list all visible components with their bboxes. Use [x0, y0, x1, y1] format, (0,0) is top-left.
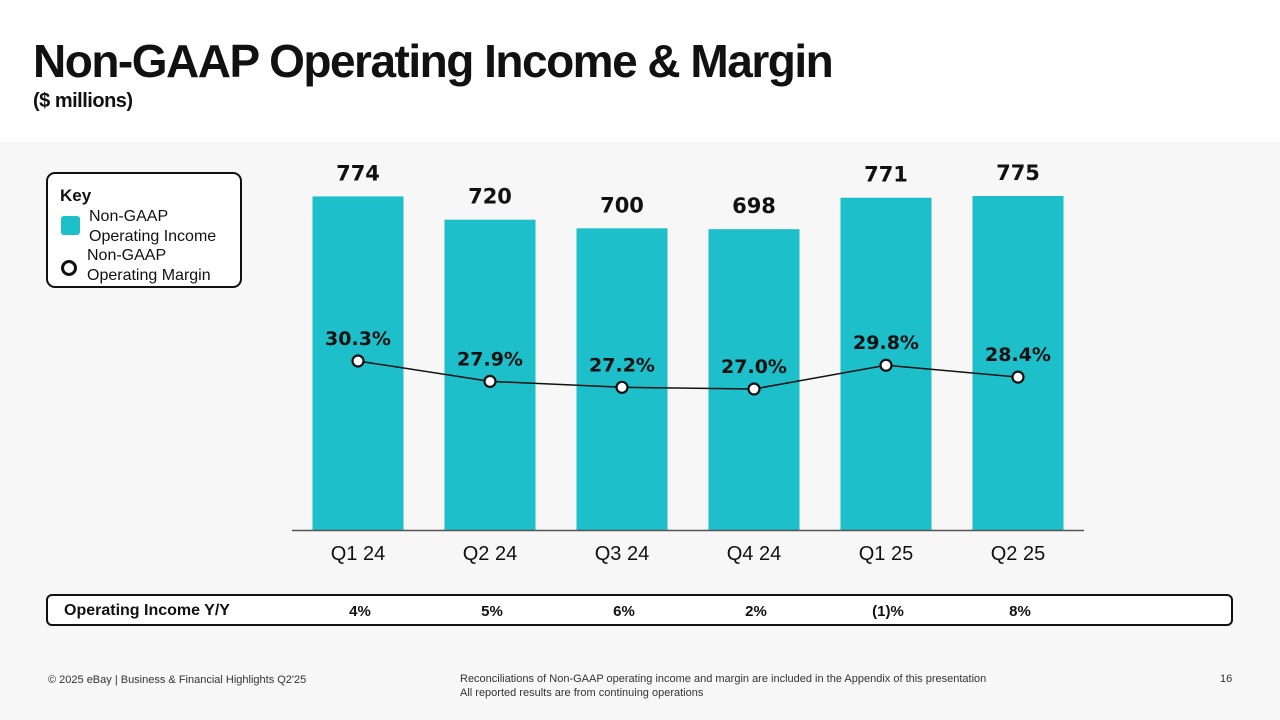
margin-line: [357, 360, 1019, 390]
chart-legend: Key Non-GAAP Operating Income Non-GAAP O…: [46, 172, 242, 288]
yoy-value: 5%: [481, 603, 503, 620]
margin-label: 29.8%: [853, 332, 919, 354]
footer-copyright: © 2025 eBay | Business & Financial Highl…: [48, 674, 307, 686]
margin-point: [879, 358, 893, 372]
bar-3: [708, 229, 800, 530]
footer-note-line-2: All reported results are from continuing…: [460, 687, 704, 699]
margin-point: [483, 374, 497, 388]
margin-label: 27.0%: [721, 356, 787, 378]
margin-label: 28.4%: [985, 344, 1051, 366]
x-tick-label: Q2 24: [463, 543, 517, 565]
x-tick-label: Q1 24: [331, 543, 385, 565]
bar-value-label: 774: [336, 161, 380, 185]
line-marker-icon: [61, 260, 77, 276]
x-tick-label: Q4 24: [727, 543, 781, 565]
x-tick-label: Q1 25: [859, 543, 913, 565]
bar-value-label: 698: [732, 194, 776, 218]
footer-note: Reconciliations of Non-GAAP operating in…: [460, 672, 986, 700]
legend-margin-label: Non-GAAP Operating Margin: [87, 247, 211, 284]
bar-value-label: 720: [468, 185, 512, 209]
yoy-value: 2%: [745, 603, 767, 620]
bar-swatch-icon: [61, 216, 80, 235]
margin-point: [351, 354, 365, 368]
margin-point: [1011, 370, 1025, 384]
yoy-value: (1)%: [872, 603, 904, 620]
x-tick-label: Q3 24: [595, 543, 649, 565]
yoy-row: Operating Income Y/Y 4% 5% 6% 2% (1)% 8%: [46, 594, 1233, 626]
bar-2: [576, 228, 668, 531]
margin-label: 27.2%: [589, 354, 655, 376]
margin-point: [615, 380, 629, 394]
footer-note-line-1: Reconciliations of Non-GAAP operating in…: [460, 673, 987, 685]
legend-income-label: Non-GAAP Operating Income: [89, 208, 217, 245]
bar-value-label: 775: [996, 161, 1040, 185]
margin-point: [747, 382, 761, 396]
bar-value-label: 771: [864, 163, 908, 187]
page-title: Non-GAAP Operating Income & Margin: [33, 35, 834, 87]
yoy-value: 4%: [349, 603, 371, 620]
page-number: 16: [1220, 673, 1233, 685]
yoy-label: Operating Income Y/Y: [64, 602, 230, 619]
margin-label: 30.3%: [325, 328, 391, 350]
margin-label: 27.9%: [457, 348, 523, 370]
yoy-value: 8%: [1009, 603, 1031, 620]
bar-5: [972, 196, 1064, 530]
header-band: Non-GAAP Operating Income & Margin ($ mi…: [0, 0, 1280, 142]
yoy-value: 6%: [613, 603, 635, 620]
x-tick-label: Q2 25: [991, 543, 1045, 565]
page-subtitle: ($ millions): [33, 90, 133, 112]
legend-title: Key: [60, 186, 92, 205]
bar-value-label: 700: [600, 193, 644, 217]
